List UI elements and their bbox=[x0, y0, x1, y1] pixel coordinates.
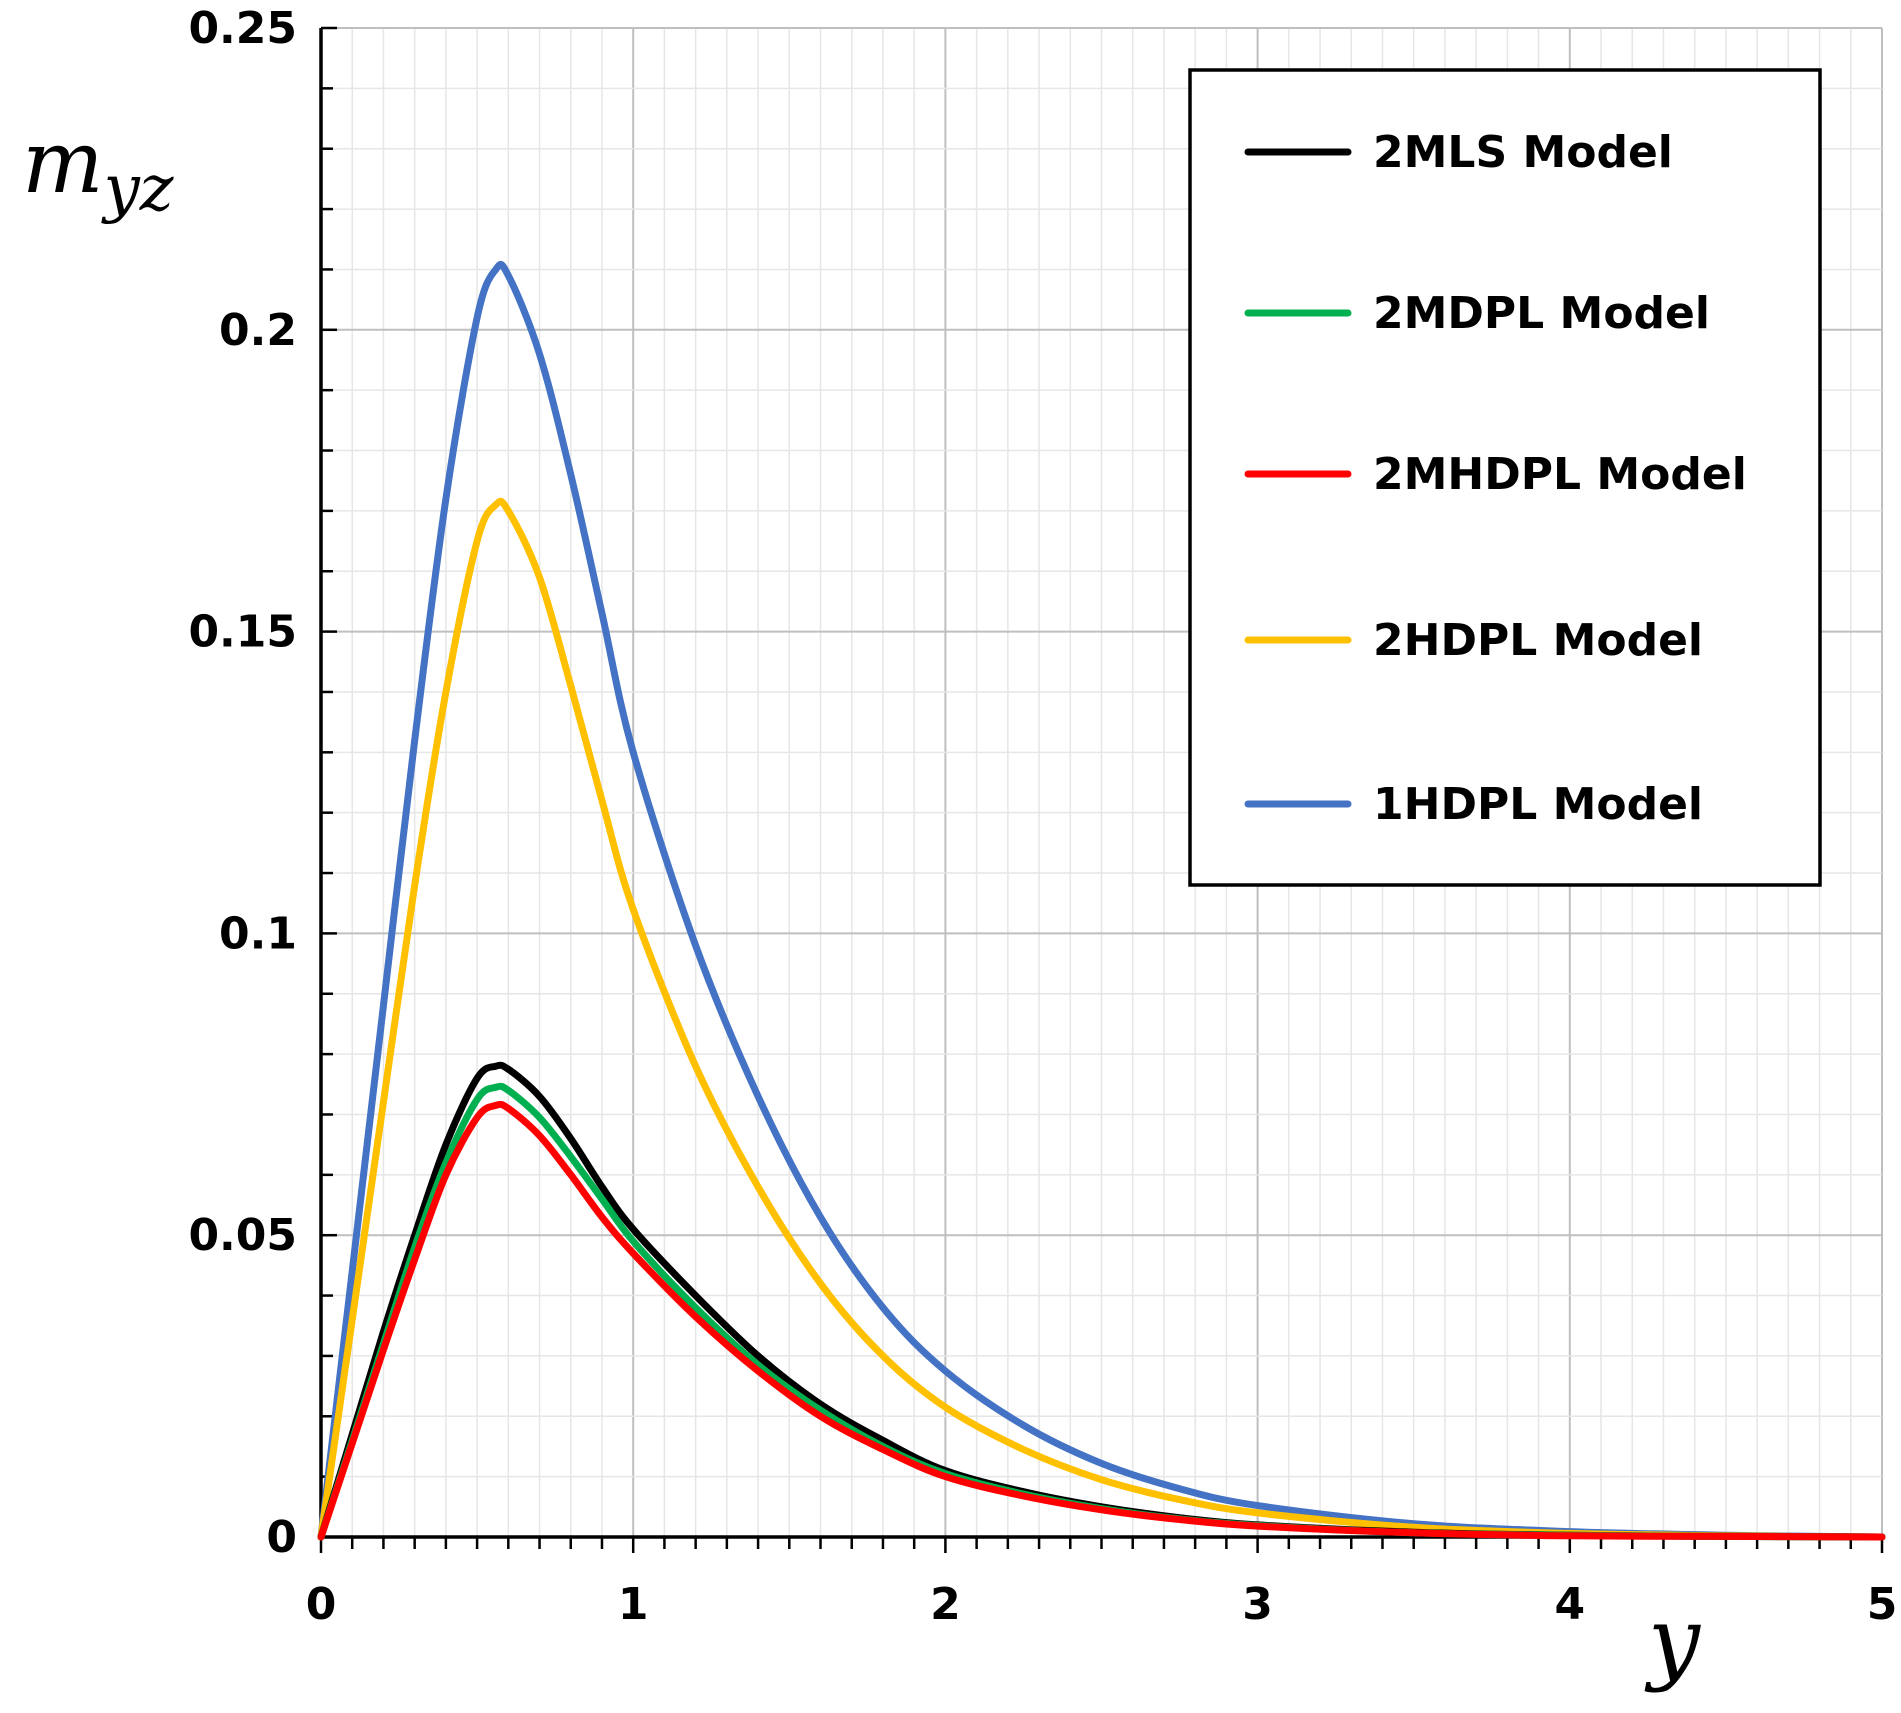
y-tick-label: 0.25 bbox=[188, 3, 297, 54]
x-tick-label: 4 bbox=[1554, 1579, 1585, 1630]
x-axis-title: y bbox=[1644, 1587, 1701, 1694]
series-lines bbox=[317, 261, 1886, 1541]
series-line-2hdpl-model bbox=[317, 497, 1886, 1541]
y-tick-labels: 0 0.05 0.1 0.15 0.2 0.25 bbox=[188, 3, 297, 1563]
legend-label: 2MLS Model bbox=[1373, 127, 1673, 178]
series-line-2mhdpl-model bbox=[317, 1100, 1886, 1541]
y-axis-title-subscript: yz bbox=[101, 152, 175, 226]
legend: 2MLS Model 2MDPL Model 2MHDPL Model 2HDPL M… bbox=[1188, 68, 1822, 887]
legend-item: 1HDPL Model bbox=[1244, 779, 1703, 830]
x-tick-label: 5 bbox=[1867, 1579, 1898, 1630]
x-tick-label: 3 bbox=[1242, 1579, 1273, 1630]
y-tick-label: 0.15 bbox=[188, 607, 297, 658]
legend-label: 2MDPL Model bbox=[1373, 288, 1710, 339]
x-tick-label: 0 bbox=[306, 1579, 337, 1630]
x-tick-label: 1 bbox=[618, 1579, 649, 1630]
y-tick-label: 0.1 bbox=[219, 908, 297, 959]
y-axis-title: myz bbox=[22, 113, 175, 226]
x-tick-labels: 0 1 2 3 4 5 bbox=[306, 1579, 1898, 1630]
legend-item: 2MLS Model bbox=[1244, 127, 1673, 178]
legend-item: 2HDPL Model bbox=[1244, 615, 1703, 666]
y-tick-label: 0.2 bbox=[219, 305, 297, 356]
legend-label: 2MHDPL Model bbox=[1373, 449, 1747, 500]
legend-item: 2MHDPL Model bbox=[1244, 449, 1747, 500]
legend-item: 2MDPL Model bbox=[1244, 288, 1710, 339]
series-line-1hdpl-model bbox=[317, 261, 1886, 1541]
y-axis-title-main: m bbox=[22, 113, 104, 213]
y-tick-label: 0.05 bbox=[188, 1210, 297, 1261]
legend-label: 1HDPL Model bbox=[1373, 779, 1703, 830]
legend-label: 2HDPL Model bbox=[1373, 615, 1703, 666]
grid bbox=[320, 27, 1883, 1538]
y-tick-label: 0 bbox=[266, 1512, 297, 1563]
x-tick-label: 2 bbox=[930, 1579, 961, 1630]
